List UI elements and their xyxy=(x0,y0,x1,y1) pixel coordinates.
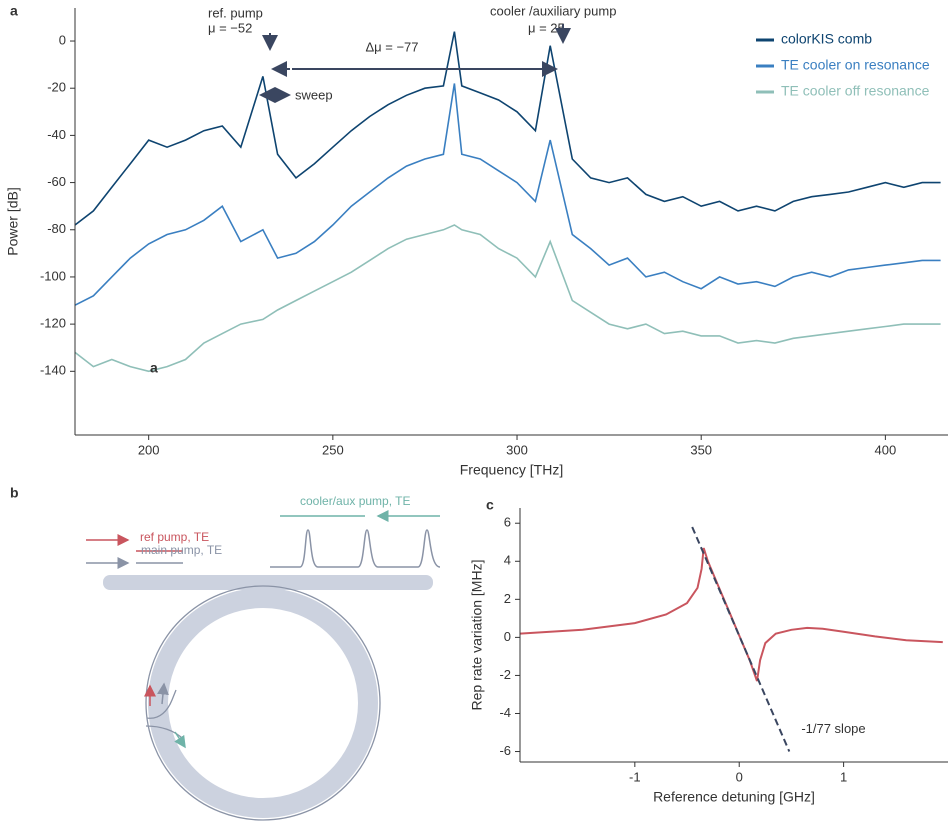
annotation: a xyxy=(150,360,158,376)
x-axis-label: Frequency [THz] xyxy=(460,462,563,478)
series-line xyxy=(74,31,941,226)
panel-a: 200 250 300 350 400 0 -20 -40 -60 -80 -100 -120 -140… xyxy=(5,8,948,478)
diagram: ref pump, TE main pump, TE cooler/aux pu… xyxy=(86,494,441,821)
y-tick-label: 0 xyxy=(504,629,511,644)
annotation: sweep xyxy=(295,87,333,102)
series-line xyxy=(74,224,941,373)
panel-label: b xyxy=(10,485,19,501)
annotation: ref. pump xyxy=(208,5,263,20)
y-tick-label: -40 xyxy=(47,127,66,142)
x-tick-label: 300 xyxy=(506,442,528,457)
y-tick-label: -6 xyxy=(499,743,511,758)
x-tick-label: 200 xyxy=(138,442,160,457)
y-tick-label: -140 xyxy=(40,363,66,378)
legend-label: colorKIS comb xyxy=(781,31,872,47)
y-tick-label: 0 xyxy=(59,32,66,47)
bus-waveguide xyxy=(103,575,433,590)
series-line xyxy=(691,526,791,752)
y-tick-label: -2 xyxy=(499,667,511,682)
y-axis-label: Rep rate variation [MHz] xyxy=(469,560,485,711)
line-label: -1/77 slope xyxy=(801,721,865,736)
panel-label: c xyxy=(486,497,494,513)
legend-label: TE cooler off resonance xyxy=(781,83,930,99)
x-tick-label: 350 xyxy=(690,442,712,457)
series-line xyxy=(519,547,943,682)
y-tick-label: -120 xyxy=(40,316,66,331)
y-tick-label: -4 xyxy=(499,705,511,720)
y-tick-label: 2 xyxy=(504,591,511,606)
diagram-label: cooler/aux pump, TE xyxy=(300,494,411,508)
y-axis-label: Power [dB] xyxy=(5,187,21,255)
y-tick-label: -60 xyxy=(47,174,66,189)
legend-label: TE cooler on resonance xyxy=(781,57,930,73)
annotation: μ = 25 xyxy=(528,20,565,35)
ring xyxy=(148,588,378,818)
panel-label: a xyxy=(10,3,18,19)
annotation: cooler /auxiliary pump xyxy=(490,3,616,18)
diagram-label: ref pump, TE xyxy=(140,530,209,544)
y-tick-label: 6 xyxy=(504,515,511,530)
x-axis-label: Reference detuning [GHz] xyxy=(653,789,815,805)
y-tick-label: -100 xyxy=(40,268,66,283)
resonances xyxy=(270,529,441,568)
annotation: Δμ = −77 xyxy=(365,39,418,54)
y-tick-label: -80 xyxy=(47,221,66,236)
ring-outline xyxy=(145,585,381,821)
annotation: μ = −52 xyxy=(208,20,252,35)
arrow xyxy=(156,682,169,705)
panel-c: -1/77 slope -1 0 1 -6 -4 -2 0 2 4 6 Reference detun… xyxy=(469,508,948,805)
x-tick-label: 1 xyxy=(840,769,847,784)
y-tick-label: 4 xyxy=(504,553,511,568)
series-line xyxy=(74,83,941,306)
x-tick-label: 400 xyxy=(875,442,897,457)
diagram-label: main pump, TE xyxy=(141,543,222,557)
arrow xyxy=(174,731,186,749)
x-tick-label: 250 xyxy=(322,442,344,457)
x-tick-label: 0 xyxy=(736,769,743,784)
y-tick-label: -20 xyxy=(47,80,66,95)
x-tick-label: -1 xyxy=(629,769,641,784)
